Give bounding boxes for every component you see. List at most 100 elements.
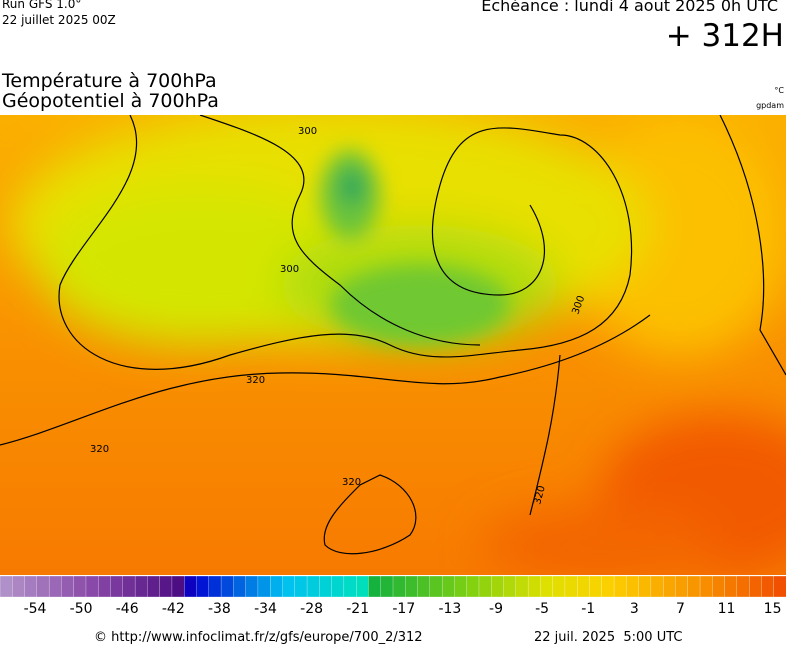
unit-temp: °C bbox=[774, 86, 784, 95]
colorbar-cell bbox=[36, 575, 50, 598]
colorbar-cell bbox=[356, 575, 369, 598]
colorbar-cell bbox=[552, 575, 566, 598]
colorbar-cell bbox=[478, 575, 492, 598]
colorbar-tick: -54 bbox=[24, 601, 47, 615]
colorbar-cell bbox=[184, 575, 197, 598]
colorbar-cell bbox=[306, 575, 320, 598]
title-temp: Température à 700hPa bbox=[2, 70, 217, 92]
colorbar-cell bbox=[196, 575, 210, 598]
colorbar-cell bbox=[147, 575, 161, 598]
colorbar-cell bbox=[736, 575, 750, 598]
colorbar-cell bbox=[429, 575, 443, 598]
lead-time: + 312H bbox=[665, 18, 784, 54]
colorbar-cell bbox=[380, 575, 394, 598]
run-date: 22 juillet 2025 00Z bbox=[2, 13, 116, 27]
colorbar-cell bbox=[405, 575, 419, 598]
colorbar-cell bbox=[515, 575, 529, 598]
colorbar-cell bbox=[61, 575, 75, 598]
colorbar-cell bbox=[392, 575, 406, 598]
contour-label: 320 bbox=[246, 375, 265, 386]
colorbar-tick: 15 bbox=[764, 601, 782, 615]
colorbar-tick: -42 bbox=[162, 601, 185, 615]
colorbar-cell bbox=[134, 575, 148, 598]
title-geo: Géopotentiel à 700hPa bbox=[2, 90, 219, 112]
colorbar-cell bbox=[417, 575, 431, 598]
run: Run GFS 1.0° bbox=[2, 0, 82, 11]
colorbar-cell bbox=[110, 575, 124, 598]
colorbar-cell bbox=[761, 575, 775, 598]
colorbar-cell bbox=[319, 575, 333, 598]
colorbar-cell bbox=[589, 575, 603, 598]
colorbar-cell bbox=[577, 575, 590, 598]
colorbar-cell bbox=[270, 575, 283, 598]
colorbar-cell bbox=[220, 575, 234, 598]
colorbar-cell bbox=[540, 575, 554, 598]
colorbar-cell bbox=[257, 575, 271, 598]
colorbar-cell bbox=[724, 575, 738, 598]
colorbar-cell bbox=[73, 575, 87, 598]
colorbar-tick: -13 bbox=[438, 601, 461, 615]
colorbar-cell bbox=[638, 575, 652, 598]
colorbar-cell bbox=[699, 575, 713, 598]
colorbar-tick: -46 bbox=[116, 601, 139, 615]
colorbar-tick: -1 bbox=[581, 601, 595, 615]
colorbar-cell bbox=[491, 575, 504, 598]
unit-geo: gpdam bbox=[756, 101, 784, 110]
colorbar-cell bbox=[650, 575, 664, 598]
colorbar-tick: -38 bbox=[208, 601, 231, 615]
colorbar-cell bbox=[98, 575, 111, 598]
colorbar-cell bbox=[454, 575, 468, 598]
colorbar-tick: -17 bbox=[392, 601, 415, 615]
colorbar-cell bbox=[159, 575, 173, 598]
colorbar-cell bbox=[343, 575, 357, 598]
colorbar-cell bbox=[503, 575, 517, 598]
colorbar-cell bbox=[85, 575, 99, 598]
colorbar-cell bbox=[0, 575, 13, 598]
colorbar-cell bbox=[466, 575, 480, 598]
colorbar-cell bbox=[245, 575, 259, 598]
colorbar-cell bbox=[331, 575, 345, 598]
colorbar-tick: -50 bbox=[70, 601, 93, 615]
colorbar: -54 -50 -46 -42 -38 -34 -28 -21 -17 -13 -9 -5 -1 3 7 11… bbox=[0, 575, 786, 615]
contour-label: 300 bbox=[280, 264, 299, 275]
map: 300 300 300 320 320 320 320 bbox=[0, 115, 786, 575]
colorbar-cell bbox=[712, 575, 726, 598]
colorbar-cell bbox=[773, 575, 786, 598]
colorbar-tick: 11 bbox=[718, 601, 736, 615]
contour-label: 320 bbox=[90, 444, 109, 455]
colorbar-cell bbox=[564, 575, 578, 598]
colorbar-cell bbox=[48, 575, 62, 598]
colorbar-cell bbox=[208, 575, 222, 598]
colorbar-cell bbox=[441, 575, 455, 598]
colorbar-tick: -5 bbox=[535, 601, 549, 615]
colorbar-tick: -34 bbox=[254, 601, 277, 615]
colorbar-cell bbox=[675, 575, 689, 598]
colorbar-tick: -28 bbox=[300, 601, 323, 615]
colorbar-cell bbox=[171, 575, 185, 598]
colorbar-tick: 3 bbox=[630, 601, 639, 615]
issued: 22 juil. 2025 5:00 UTC bbox=[534, 630, 683, 645]
colorbar-cell bbox=[601, 575, 615, 598]
colorbar-cell bbox=[527, 575, 541, 598]
colorbar-tick: 7 bbox=[676, 601, 685, 615]
colorbar-tick: -9 bbox=[489, 601, 503, 615]
colorbar-cell bbox=[687, 575, 701, 598]
colorbar-cell bbox=[663, 575, 676, 598]
contour-label: 300 bbox=[298, 126, 317, 137]
contour-label: 320 bbox=[342, 477, 361, 488]
colorbar-cell bbox=[294, 575, 308, 598]
contour-label: 320 bbox=[532, 484, 548, 505]
valid-time: Echéance : lundi 4 aout 2025 0h UTC bbox=[481, 0, 778, 15]
colorbar-tick: -21 bbox=[346, 601, 369, 615]
colorbar-cell bbox=[282, 575, 296, 598]
colorbar-cell bbox=[233, 575, 247, 598]
colorbar-cell bbox=[368, 575, 382, 598]
colorbar-cell bbox=[613, 575, 627, 598]
colorbar-cell bbox=[749, 575, 762, 598]
colorbar-cell bbox=[24, 575, 38, 598]
source: © http://www.infoclimat.fr/z/gfs/europe/… bbox=[94, 630, 423, 645]
contours bbox=[0, 115, 786, 555]
colorbar-cell bbox=[626, 575, 640, 598]
colorbar-cell bbox=[12, 575, 26, 598]
